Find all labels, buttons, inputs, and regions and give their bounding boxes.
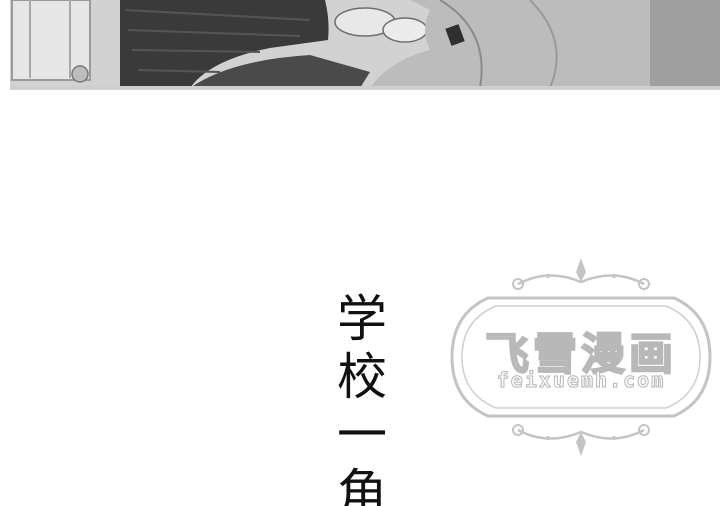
watermark-title: 飞雪漫画: [484, 328, 677, 381]
comic-panel-illustration: [10, 0, 720, 88]
caption-clip: 学 校 一 角: [320, 280, 410, 506]
site-watermark: 飞雪漫画 feixuemh.com: [448, 254, 714, 460]
caption-char: 一: [337, 406, 387, 464]
panel-drawing: [10, 0, 720, 88]
panel-bottom-border: [10, 86, 720, 90]
caption-char: 学: [337, 290, 387, 348]
watermark-frame: [450, 258, 712, 456]
caption-char: 校: [337, 348, 387, 406]
vertical-caption: 学 校 一 角: [332, 290, 392, 506]
watermark-url: feixuemh.com: [496, 368, 666, 393]
caption-char: 角: [337, 464, 387, 506]
